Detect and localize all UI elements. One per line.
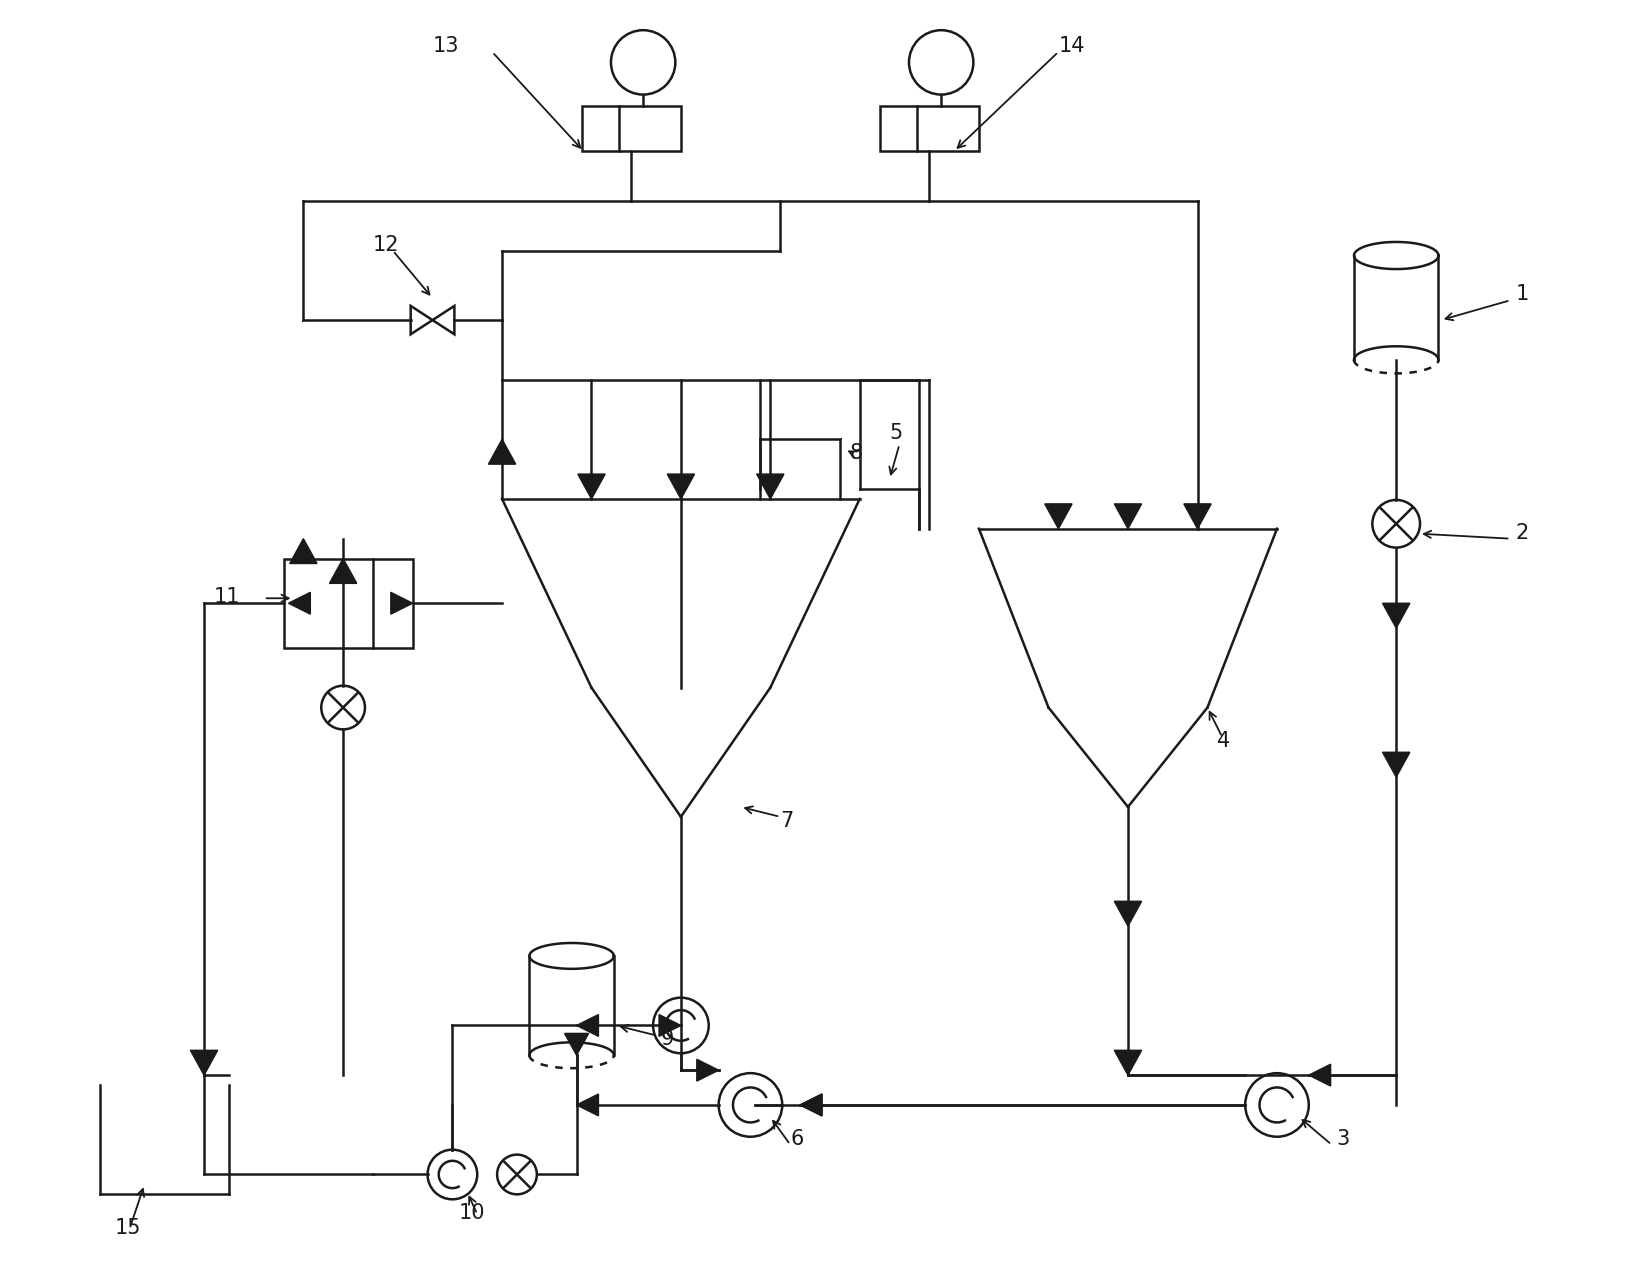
Text: 3: 3 <box>1337 1128 1350 1149</box>
Text: 2: 2 <box>1515 523 1528 543</box>
Text: 8: 8 <box>849 443 862 463</box>
Polygon shape <box>1045 504 1072 529</box>
Text: 14: 14 <box>1058 36 1085 56</box>
Text: 9: 9 <box>661 1029 674 1049</box>
Polygon shape <box>1382 753 1410 777</box>
Polygon shape <box>290 538 317 564</box>
Polygon shape <box>757 474 784 498</box>
Text: 15: 15 <box>115 1218 141 1238</box>
Polygon shape <box>800 1094 821 1116</box>
Bar <box>880 106 978 151</box>
Polygon shape <box>1114 504 1142 529</box>
Polygon shape <box>697 1059 718 1081</box>
Text: 4: 4 <box>1217 731 1230 751</box>
Polygon shape <box>576 1015 599 1036</box>
Text: 6: 6 <box>790 1128 803 1149</box>
Text: 5: 5 <box>890 423 903 443</box>
Text: 11: 11 <box>214 587 240 607</box>
Bar <box>283 558 412 648</box>
Text: 1: 1 <box>1515 284 1528 304</box>
Polygon shape <box>578 474 605 498</box>
Polygon shape <box>190 1051 218 1075</box>
Polygon shape <box>564 1034 589 1056</box>
Polygon shape <box>1309 1065 1330 1086</box>
Polygon shape <box>576 1094 599 1116</box>
Polygon shape <box>1184 504 1211 529</box>
Bar <box>581 106 681 151</box>
Polygon shape <box>329 558 357 583</box>
Polygon shape <box>800 1094 821 1116</box>
Polygon shape <box>1382 603 1410 627</box>
Polygon shape <box>667 474 695 498</box>
Polygon shape <box>391 592 412 615</box>
Polygon shape <box>489 440 515 464</box>
Polygon shape <box>1114 901 1142 927</box>
Text: 10: 10 <box>460 1203 486 1223</box>
Text: 12: 12 <box>373 235 399 254</box>
Polygon shape <box>288 592 311 615</box>
Text: 7: 7 <box>780 810 793 831</box>
Text: 13: 13 <box>432 36 460 56</box>
Polygon shape <box>659 1015 681 1036</box>
Polygon shape <box>1114 1051 1142 1075</box>
